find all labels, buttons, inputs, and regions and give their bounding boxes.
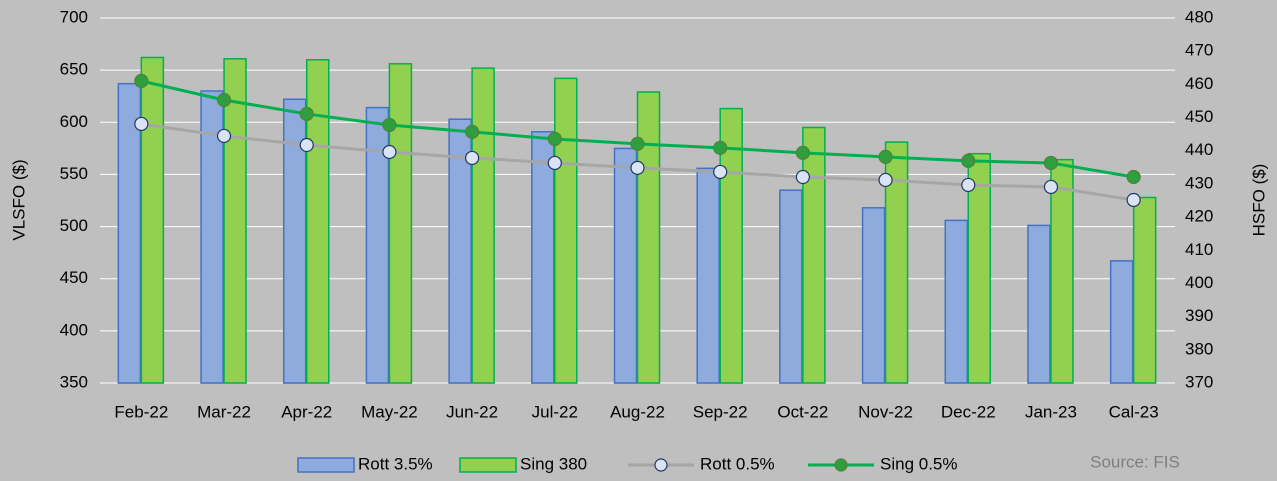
y2-tick-label: 440 [1185,140,1213,159]
marker [547,131,562,147]
legend-label: Sing 380 [520,454,587,473]
marker [795,145,810,160]
x-tick-label: Dec-22 [941,402,996,421]
bar [471,67,495,384]
marker [1126,192,1141,208]
marker [299,106,314,122]
y2-tick-label: 470 [1185,41,1213,60]
marker [630,136,645,151]
marker [465,124,480,139]
legend-marker [654,458,668,472]
marker [878,172,893,188]
x-tick-label: Feb-22 [114,402,168,421]
y-tick-label: 650 [60,60,88,79]
bar [200,90,224,384]
bar [802,126,826,384]
legend-swatch [459,457,517,473]
source: Source: FIS [1090,452,1180,471]
y-tick-label: 450 [60,268,88,287]
bar [696,167,720,384]
x-tick-label: Sep-22 [693,402,748,421]
y2-tick-label: 430 [1185,173,1213,192]
marker [216,128,232,144]
bar [531,131,555,384]
bar [636,91,661,384]
bar [1050,158,1074,384]
marker [465,150,480,166]
y-tick-label: 700 [60,7,88,26]
y-axis-label: VLSFO ($) [9,159,28,240]
marker [1043,155,1059,171]
x-tick-label: Oct-22 [777,402,828,421]
bar [884,141,909,384]
marker [216,92,232,108]
marker [795,169,810,185]
y2-tick-label: 450 [1185,107,1213,126]
bar [448,118,472,384]
marker [713,140,728,155]
marker [382,117,397,133]
y-tick-label: 600 [60,112,88,131]
x-tick-label: Jun-22 [446,402,498,421]
x-tick-label: Nov-22 [858,402,913,421]
bar [282,98,307,384]
bar [967,152,992,384]
bar [117,82,142,384]
y-tick-label: 550 [60,164,88,183]
bar [388,63,413,384]
y2-tick-label: 460 [1185,74,1213,93]
bar [944,219,969,384]
marker [134,73,149,89]
marker [299,137,314,153]
legend-label: Rott 3.5% [358,454,433,473]
x-tick-label: Cal-23 [1109,402,1159,421]
y2-axis-label: HSFO ($) [1249,164,1268,237]
marker [1043,179,1059,195]
legend-label: Rott 0.5% [700,454,775,473]
marker [382,144,397,160]
marker [961,153,976,168]
y-tick-label: 350 [60,372,88,391]
x-tick-label: Mar-22 [197,402,251,421]
marker [630,160,645,175]
bar [223,58,247,384]
bar [554,77,578,384]
bar [1109,260,1134,384]
bar [779,189,803,384]
x-tick-label: Aug-22 [610,402,665,421]
marker [134,116,149,132]
y2-tick-label: 420 [1185,207,1213,226]
x-tick-label: May-22 [361,402,418,421]
x-tick-label: Jul-22 [532,402,578,421]
marker [961,177,976,193]
y2-tick-label: 370 [1185,372,1213,391]
y2-tick-label: 400 [1185,273,1213,292]
legend-marker [834,458,848,472]
bar [613,147,638,384]
marker [547,155,562,171]
legend-label: Sing 0.5% [880,454,958,473]
bar [1027,224,1051,384]
y2-tick-label: 380 [1185,339,1213,358]
bar [365,106,390,384]
y-tick-label: 400 [60,320,88,339]
y2-tick-label: 480 [1185,7,1213,26]
y-tick-label: 500 [60,216,88,235]
y2-tick-label: 410 [1185,240,1213,259]
x-tick-label: Jan-23 [1025,402,1077,421]
marker [1126,169,1141,185]
marker [878,149,893,165]
x-tick-label: Apr-22 [281,402,332,421]
bar [140,56,165,384]
bar [719,107,743,384]
y2-tick-label: 390 [1185,306,1213,325]
legend-swatch [297,457,355,473]
bar [861,207,886,384]
marker [713,164,728,180]
bar [1132,196,1157,384]
